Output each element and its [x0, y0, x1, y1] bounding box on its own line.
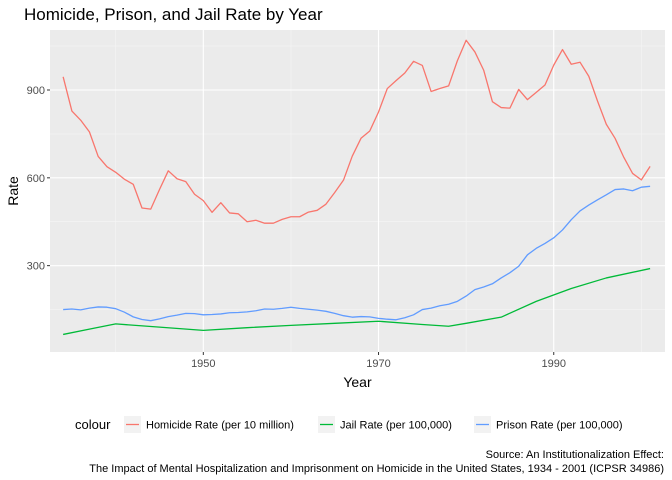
series-line-2 [63, 185, 651, 322]
y-axis-ticks: 300 600 900 [27, 85, 50, 273]
plot-panel [50, 30, 665, 352]
x-tick-label-1990: 1990 [541, 358, 565, 370]
series-line-1 [63, 267, 651, 336]
y-tick-label-600: 600 [27, 173, 45, 185]
source-caption-line-2: The Impact of Mental Hospitalization and… [89, 463, 664, 475]
x-axis-label: Year [343, 374, 372, 390]
y-tick-label-300: 300 [27, 261, 45, 273]
y-axis-label: Rate [5, 176, 21, 206]
legend-label-0: Homicide Rate (per 10 million) [146, 420, 294, 432]
y-tick-label-900: 900 [27, 85, 45, 97]
legend-label-1: Jail Rate (per 100,000) [340, 420, 452, 432]
legend-title: colour [75, 417, 111, 432]
major-grid [50, 30, 665, 352]
x-tick-label-1950: 1950 [191, 358, 215, 370]
series-lines [62, 39, 651, 336]
x-axis-ticks: 1950 1970 1990 [191, 352, 566, 370]
minor-grid [50, 30, 665, 352]
legend-label-2: Prison Rate (per 100,000) [496, 420, 623, 432]
chart-title: Homicide, Prison, and Jail Rate by Year [24, 5, 323, 24]
x-tick-label-1970: 1970 [366, 358, 390, 370]
source-caption-line-1: Source: An Institutionalization Effect: [486, 449, 664, 461]
legend: colour Homicide Rate (per 10 million) Jai… [75, 416, 623, 433]
series-line-0 [62, 39, 651, 224]
